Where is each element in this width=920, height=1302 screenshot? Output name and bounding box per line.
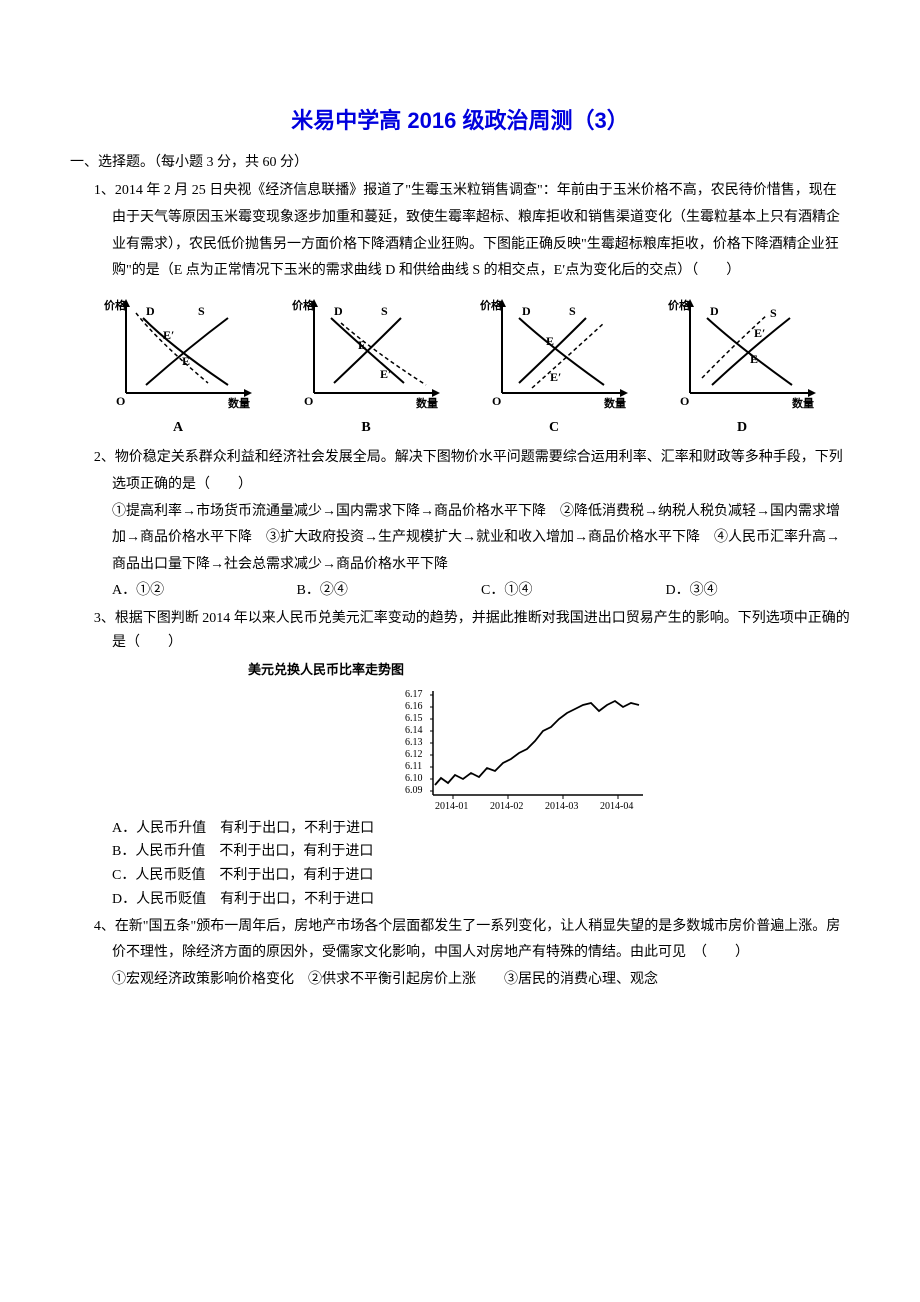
d-label: D — [334, 304, 343, 318]
q4-num: 4、 — [94, 919, 115, 934]
chart-c: 价格 数量 O D S E E′ C — [460, 293, 648, 442]
ytick: 6.17 — [405, 689, 423, 700]
q3-body: 根据下图判断 2014 年以来人民币兑美元汇率变动的趋势，并据此推断对我国进出口… — [112, 611, 850, 650]
q4-text: 4、在新"国五条"颁布一周年后，房地产市场各个层面都发生了一系列变化，让人稍显失… — [70, 914, 850, 967]
e-label: E — [750, 352, 758, 366]
s-label: S — [381, 304, 388, 318]
e-label: E — [358, 338, 366, 352]
q3-opt-a: A．人民币升值 有利于出口，不利于进口 — [70, 817, 850, 841]
ytick: 6.14 — [405, 725, 423, 736]
q2-text: 2、物价稳定关系群众利益和经济社会发展全局。解决下图物价水平问题需要综合运用利率… — [70, 445, 850, 498]
ep-label: E′ — [754, 326, 765, 340]
ytick: 6.10 — [405, 773, 423, 784]
d-label: D — [710, 304, 719, 318]
question-1: 1、2014 年 2 月 25 日央视《经济信息联播》报道了"生霉玉米粒销售调查… — [70, 178, 850, 284]
chart-a-label: A — [84, 415, 272, 442]
chart-row-q1: 价格 数量 O D S E E′ A 价格 数量 O D — [70, 293, 850, 442]
xtick: 2014-01 — [435, 801, 468, 812]
usd-chart: 美元兑换人民币比率走势图 6.17 6.16 6.15 6.14 6.13 6.… — [70, 659, 850, 813]
q3-opt-b: B．人民币升值 不利于出口，有利于进口 — [70, 840, 850, 864]
q3-opt-c: C．人民币贬值 不利于出口，有利于进口 — [70, 864, 850, 888]
page-title: 米易中学高 2016 级政治周测（3） — [70, 100, 850, 142]
x-axis-label: 数量 — [792, 396, 814, 410]
d-label: D — [146, 304, 155, 318]
ytick: 6.09 — [405, 785, 423, 796]
q2-num: 2、 — [94, 450, 115, 465]
question-2: 2、物价稳定关系群众利益和经济社会发展全局。解决下图物价水平问题需要综合运用利率… — [70, 445, 850, 605]
ytick: 6.13 — [405, 737, 423, 748]
q2-circled: ①提高利率→市场货币流通量减少→国内需求下降→商品价格水平下降 ②降低消费税→纳… — [70, 499, 850, 579]
d-label: D — [522, 304, 531, 318]
xtick: 2014-04 — [600, 801, 633, 812]
question-3: 3、根据下图判断 2014 年以来人民币兑美元汇率变动的趋势，并据此推断对我国进… — [70, 607, 850, 912]
e-label: E — [546, 334, 554, 348]
q1-num: 1、 — [94, 183, 115, 198]
xtick: 2014-02 — [490, 801, 523, 812]
chart-d-label: D — [648, 415, 836, 442]
q2-opt-a: A．①② — [112, 578, 297, 605]
ytick: 6.15 — [405, 713, 423, 724]
q2-body: 物价稳定关系群众利益和经济社会发展全局。解决下图物价水平问题需要综合运用利率、汇… — [112, 450, 843, 492]
q2-opt-c: C．①④ — [481, 578, 666, 605]
q2-options: A．①② B．②④ C．①④ D．③④ — [70, 578, 850, 605]
q3-num: 3、 — [94, 611, 115, 626]
x-axis-label: 数量 — [228, 396, 250, 410]
ep-label: E′ — [163, 328, 174, 342]
origin-label: O — [304, 394, 313, 408]
origin-label: O — [116, 394, 125, 408]
q1-body: 2014 年 2 月 25 日央视《经济信息联播》报道了"生霉玉米粒销售调查"：… — [112, 183, 840, 278]
ytick: 6.11 — [405, 761, 422, 772]
origin-label: O — [492, 394, 501, 408]
q4-body: 在新"国五条"颁布一周年后，房地产市场各个层面都发生了一系列变化，让人稍显失望的… — [112, 919, 840, 961]
q4-circled: ①宏观经济政策影响价格变化 ②供求不平衡引起房价上涨 ③居民的消费心理、观念 — [70, 967, 850, 994]
x-axis-label: 数量 — [416, 396, 438, 410]
y-axis-label: 价格 — [668, 298, 691, 312]
chart-d: 价格 数量 O D S E E′ D — [648, 293, 836, 442]
question-4: 4、在新"国五条"颁布一周年后，房地产市场各个层面都发生了一系列变化，让人稍显失… — [70, 914, 850, 994]
xtick: 2014-03 — [545, 801, 578, 812]
chart-c-label: C — [460, 415, 648, 442]
q3-opt-d: D．人民币贬值 有利于出口，不利于进口 — [70, 888, 850, 912]
chart-b: 价格 数量 O D S E E′ B — [272, 293, 460, 442]
e-label: E — [182, 354, 190, 368]
q2-opt-d: D．③④ — [666, 578, 851, 605]
q1-text: 1、2014 年 2 月 25 日央视《经济信息联播》报道了"生霉玉米粒销售调查… — [70, 178, 850, 284]
usd-chart-title: 美元兑换人民币比率走势图 — [196, 659, 456, 681]
chart-b-label: B — [272, 415, 460, 442]
s-label: S — [569, 304, 576, 318]
y-axis-label: 价格 — [480, 298, 503, 312]
ytick: 6.12 — [405, 749, 423, 760]
chart-a: 价格 数量 O D S E E′ A — [84, 293, 272, 442]
origin-label: O — [680, 394, 689, 408]
y-axis-label: 价格 — [104, 298, 127, 312]
q2-opt-b: B．②④ — [297, 578, 482, 605]
x-axis-label: 数量 — [604, 396, 626, 410]
q3-text: 3、根据下图判断 2014 年以来人民币兑美元汇率变动的趋势，并据此推断对我国进… — [70, 607, 850, 655]
ytick: 6.16 — [405, 701, 423, 712]
ep-label: E′ — [550, 370, 561, 384]
y-axis-label: 价格 — [292, 298, 315, 312]
ep-label: E′ — [380, 367, 391, 381]
s-label: S — [198, 304, 205, 318]
section-header: 一、选择题。（每小题 3 分，共 60 分） — [70, 150, 850, 177]
s-label: S — [770, 306, 777, 320]
